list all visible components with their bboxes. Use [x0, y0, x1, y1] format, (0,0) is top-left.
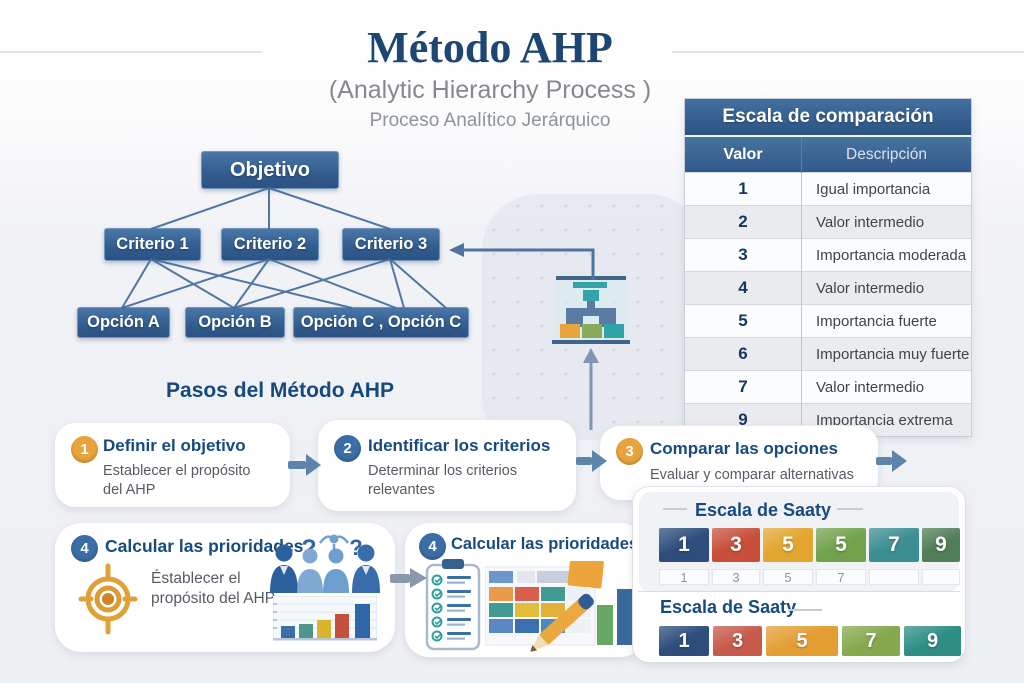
column-header-valor: Valor [685, 137, 802, 173]
step-number-badge: 3 [616, 438, 643, 465]
title-rule-right [672, 51, 1024, 53]
saaty-cell: 7 [816, 569, 866, 585]
option-box: Opción B [185, 307, 285, 338]
scale-value-cell: 4 [685, 271, 802, 305]
saaty-title: Escala de Saaty [660, 597, 797, 617]
step-card-4a: 4 Calcular las prioridades Éstablecer el… [55, 523, 395, 652]
table-row: 3 Importancia moderada [685, 238, 971, 272]
divider [638, 591, 960, 592]
scale-value-cell: 7 [685, 370, 802, 404]
scale-value-cell: 2 [685, 205, 802, 239]
saaty-cell: 3 [712, 569, 760, 585]
saaty-cell: 7 [869, 528, 919, 562]
pencil-icon [530, 593, 594, 652]
table-row: 7 Valor intermedio [685, 370, 971, 404]
scale-description-cell: Importancia moderada [801, 238, 971, 272]
goal-box: Objetivo [201, 151, 339, 189]
criterion-box: Criterio 1 [104, 228, 201, 261]
option-box: Opción A [77, 307, 170, 338]
step-number-badge: 1 [71, 436, 98, 463]
scale-value-cell: 5 [685, 304, 802, 338]
step-card-2: 2 Identificar los criterios Determinar l… [318, 420, 576, 511]
step-title: Calcular las prioridades [105, 536, 304, 556]
step-title: Comparar las opciones [650, 439, 839, 458]
saaty-title: Escala de Saaty [694, 500, 832, 520]
scale-description-cell: Importancia muy fuerte [801, 337, 971, 371]
dash-decoration [837, 508, 863, 510]
step-number-badge: 4 [71, 535, 98, 562]
page-subtitle: (Analytic Hierarchy Process ) [328, 76, 652, 104]
page-subtitle-es: Proceso Analítico Jerárquico [369, 110, 611, 131]
step-description: Éstablecer el propósito del AHP [151, 570, 276, 608]
steps-heading: Pasos del Método AHP [166, 379, 394, 402]
scale-description-cell: Valor intermedio [801, 271, 971, 305]
saaty-cell: 1 [659, 528, 709, 562]
saaty-cell: 7 [842, 626, 900, 656]
saaty-cell [869, 569, 919, 585]
clipboard-checklist-icon [425, 559, 481, 651]
criterion-box: Criterio 2 [221, 228, 319, 261]
option-box: Opción C , Opción C [293, 307, 469, 338]
saaty-cell [922, 569, 960, 585]
saaty-cell: 1 [659, 626, 709, 656]
scale-description-cell: Importancia fuerte [801, 304, 971, 338]
priority-matrix-pencil-icon [485, 561, 633, 652]
scale-value-cell: 1 [685, 172, 802, 206]
saaty-cell: 3 [713, 626, 762, 656]
table-row: 1 Igual importancia [685, 172, 971, 206]
criterion-box: Criterio 3 [342, 228, 440, 261]
saaty-cell: 1 [659, 569, 709, 585]
column-header-descripcion: Descripción [801, 137, 971, 173]
scale-description-cell: Valor intermedio [801, 205, 971, 239]
saaty-cell: 5 [763, 569, 813, 585]
people-group-icon: ? ? [270, 534, 380, 593]
title-rule-left [0, 51, 262, 53]
table-title: Escala de comparación [685, 99, 971, 137]
saaty-cell: 5 [766, 626, 838, 656]
step-title: Definir el objetivo [103, 436, 246, 455]
step-description: Evaluar y comparar alternativas [650, 467, 854, 483]
table-row: 4 Valor intermedio [685, 271, 971, 305]
saaty-cell: 9 [922, 528, 960, 562]
step-description: Establecer el propósito del AHP [103, 463, 251, 498]
sticky-note-icon [567, 561, 604, 589]
scale-value-cell: 3 [685, 238, 802, 272]
mini-hierarchy-icon [552, 276, 630, 344]
bar-chart-icon [273, 596, 377, 641]
target-icon [78, 563, 138, 635]
table-row: 6 Importancia muy fuerte [685, 337, 971, 371]
saaty-cell: 9 [904, 626, 961, 656]
step-number-badge: 4 [419, 533, 446, 560]
step-card-1: 1 Definir el objetivo Establecer el prop… [55, 423, 290, 507]
dash-decoration [788, 609, 822, 611]
comparison-scale-table: Escala de comparación Valor Descripción … [684, 98, 972, 437]
step-number-badge: 2 [334, 435, 361, 462]
scale-value-cell: 6 [685, 337, 802, 371]
step-title: Identificar los criterios [368, 436, 551, 455]
saaty-cell: 5 [763, 528, 813, 562]
saaty-cell: 5 [816, 528, 866, 562]
dash-decoration [663, 508, 687, 510]
step-title: Calcular las prioridades [451, 535, 639, 553]
saaty-cell: 3 [712, 528, 760, 562]
scale-description-cell: Igual importancia [801, 172, 971, 206]
scale-description-cell: Valor intermedio [801, 370, 971, 404]
step-card-4b: 4 Calcular las prioridades [405, 523, 645, 657]
page-title: Método AHP [367, 23, 613, 72]
table-row: 5 Importancia fuerte [685, 304, 971, 338]
table-row: 2 Valor intermedio [685, 205, 971, 239]
step-description: Determinar los criterios relevantes [368, 463, 518, 498]
